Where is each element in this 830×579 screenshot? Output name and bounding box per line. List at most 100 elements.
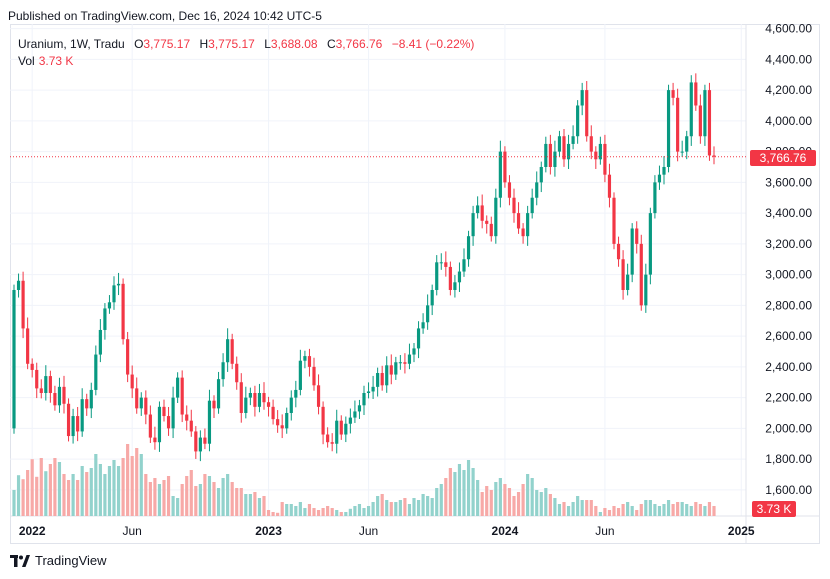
- candle-body: [112, 285, 116, 303]
- candle-body: [666, 90, 671, 167]
- volume-bar: [385, 500, 389, 516]
- volume-bar: [648, 500, 652, 516]
- candle-body: [248, 393, 252, 398]
- volume-bar: [562, 502, 566, 516]
- volume-bar: [148, 482, 152, 516]
- volume-bar: [326, 506, 330, 516]
- candle-body: [480, 205, 484, 221]
- candle-body: [453, 282, 457, 290]
- volume-bar: [235, 488, 239, 516]
- candle-body: [35, 369, 39, 389]
- volume-bar: [376, 496, 380, 516]
- candle-body: [589, 136, 593, 152]
- candle-body: [162, 406, 166, 417]
- candle-body: [407, 354, 412, 364]
- candle-body: [694, 82, 698, 106]
- last-price-tag: 3,766.76: [750, 150, 816, 166]
- candle-body: [466, 236, 471, 260]
- candle-body: [680, 151, 684, 153]
- candle-body: [507, 182, 512, 198]
- tradingview-logo[interactable]: TradingView: [10, 553, 107, 568]
- volume-bar: [535, 490, 539, 516]
- volume-bar: [639, 504, 643, 516]
- volume-bar: [280, 502, 284, 516]
- volume-bar: [616, 508, 621, 516]
- candle-body: [712, 155, 716, 157]
- volume-bar: [239, 488, 243, 516]
- candle-body: [321, 406, 325, 435]
- volume-bar: [589, 500, 593, 516]
- volume-bar: [98, 464, 102, 516]
- volume-bar: [457, 464, 462, 516]
- candle-body: [698, 105, 702, 137]
- price-tick-label: 3,600.00: [765, 175, 812, 189]
- legend-symbol[interactable]: Uranium, 1W, Tradu: [18, 37, 125, 51]
- candle-body: [444, 262, 448, 267]
- price-tick-label: 1,800.00: [765, 452, 812, 466]
- candle-body: [648, 213, 652, 275]
- candle-body: [157, 406, 162, 443]
- volume-bar: [266, 510, 271, 516]
- candle-body: [71, 416, 75, 437]
- candle-body: [621, 259, 625, 290]
- legend-high-label: H: [199, 37, 209, 51]
- volume-bar: [53, 458, 57, 516]
- candle-body: [362, 393, 366, 406]
- volume-bar: [176, 498, 180, 516]
- volume-bar: [16, 475, 21, 516]
- volume-bar: [126, 444, 130, 516]
- candle-body: [426, 305, 430, 323]
- legend-high-value: 3,775.17: [208, 37, 255, 51]
- price-tick-label: 4,000.00: [765, 114, 812, 128]
- price-tick-label: 2,200.00: [765, 391, 812, 405]
- candle-body: [239, 382, 243, 413]
- volume-bar: [307, 504, 312, 516]
- candle-body: [203, 437, 207, 444]
- price-tick-label: 3,200.00: [765, 237, 812, 251]
- candle-body: [576, 105, 580, 137]
- candle-body: [144, 397, 148, 415]
- legend-open-value: 3,775.17: [143, 37, 191, 51]
- volume-bar: [48, 464, 52, 516]
- candle-body: [348, 417, 352, 424]
- candle-body: [671, 90, 675, 98]
- candlestick-chart[interactable]: 1,600.00 1,800.00 2,000.00 2,200.00 2,400.00…: [10, 24, 820, 544]
- volume-bar: [316, 510, 321, 516]
- volume-bar: [553, 498, 557, 516]
- candle-body: [344, 423, 348, 435]
- candle-body: [130, 374, 134, 389]
- candle-body: [226, 339, 230, 363]
- candle-body: [116, 283, 121, 286]
- volume-bar: [26, 470, 30, 516]
- candle-body: [276, 419, 280, 426]
- volume-bar: [166, 476, 171, 516]
- volume-bar: [507, 488, 512, 516]
- candle-body: [521, 228, 525, 237]
- candle-body: [635, 228, 639, 244]
- volume-bars: [12, 444, 716, 516]
- candle-body: [171, 397, 175, 429]
- volume-bar: [244, 494, 248, 516]
- volume-bar: [112, 460, 116, 516]
- volume-bar: [412, 498, 416, 516]
- volume-label[interactable]: Vol: [18, 54, 35, 68]
- candle-body: [530, 197, 534, 214]
- volume-bar: [94, 454, 98, 516]
- candle-body: [280, 425, 284, 429]
- price-tick-label: 3,000.00: [765, 268, 812, 282]
- volume-bar: [271, 512, 275, 516]
- candle-body: [571, 136, 575, 144]
- volume-bar: [121, 458, 125, 516]
- candle-body: [535, 182, 539, 198]
- candle-body: [153, 437, 157, 443]
- volume-bar: [39, 458, 43, 516]
- volume-bar: [571, 502, 575, 516]
- candle-body: [653, 182, 657, 214]
- candle-body: [271, 406, 275, 420]
- volume-bar: [276, 512, 280, 516]
- candle-body: [394, 362, 398, 375]
- volume-bar: [207, 476, 212, 516]
- price-tick-label: 4,200.00: [765, 83, 812, 97]
- candle-body: [357, 405, 362, 412]
- price-tick-label: 3,400.00: [765, 206, 812, 220]
